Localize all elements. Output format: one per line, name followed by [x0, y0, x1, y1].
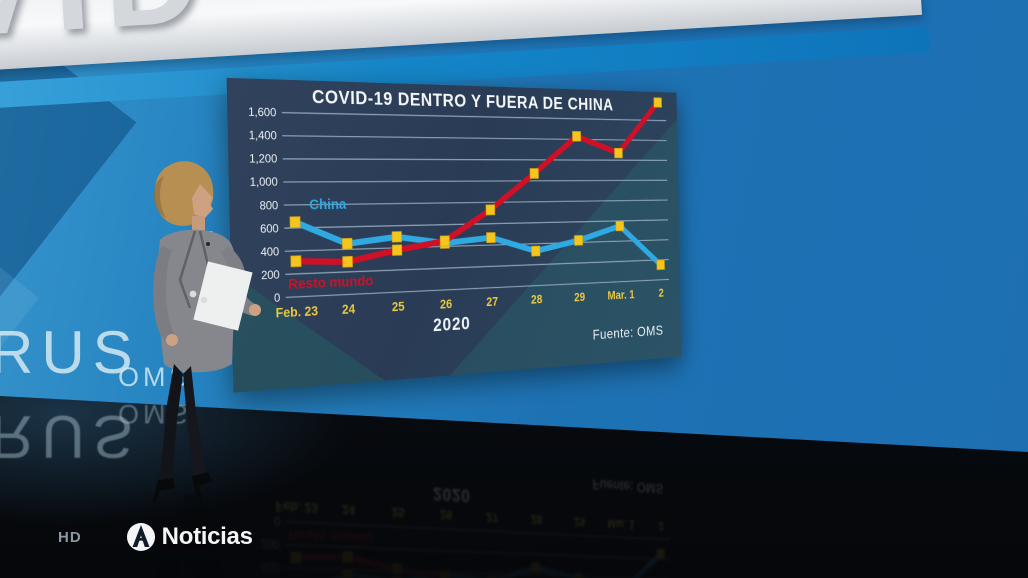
y-tick-label: 1,000: [250, 176, 279, 189]
x-tick-label: 25: [392, 299, 405, 314]
data-marker: [616, 221, 624, 231]
y-tick-label: 400: [260, 560, 279, 574]
x-tick-label: 25: [392, 505, 405, 520]
x-tick-label: Mar. 1: [607, 288, 634, 303]
x-tick-label: Mar. 1: [607, 517, 634, 532]
data-marker: [291, 552, 301, 563]
presenter-pants: [159, 364, 183, 480]
x-tick-label: 29: [574, 290, 585, 304]
presenter-face: [192, 184, 213, 218]
data-marker: [291, 256, 301, 267]
x-tick-label: 26: [440, 508, 452, 523]
wall-word-large: RUS: [0, 319, 141, 386]
x-tick-label: 2: [659, 286, 664, 299]
data-marker: [657, 260, 665, 270]
x-tick-label: Feb. 23: [276, 303, 319, 320]
x-tick-label: 24: [342, 302, 356, 317]
series-label-resto-mundo: Resto mundo: [288, 274, 373, 293]
data-marker: [392, 232, 402, 243]
grid-line: [283, 159, 667, 161]
series-label-china: China: [309, 197, 347, 213]
data-marker: [290, 217, 300, 228]
x-tick-label: 28: [531, 292, 543, 306]
grid-line: [283, 180, 667, 182]
data-marker: [342, 238, 352, 249]
news-presenter: [116, 158, 261, 506]
presenter-hair-shade: [153, 176, 166, 218]
channel-bug: HD Noticias: [58, 522, 253, 552]
hd-badge: HD: [58, 528, 82, 546]
presenter-heel-left: [153, 478, 175, 502]
data-marker: [574, 235, 582, 245]
x-tick-label: 24: [342, 502, 356, 517]
x-tick-label: 29: [574, 515, 585, 529]
data-marker: [486, 205, 495, 215]
y-tick-label: 400: [260, 245, 279, 259]
brand-wordmark: Noticias: [161, 523, 253, 550]
data-marker: [343, 256, 353, 267]
data-marker: [531, 246, 540, 256]
x-tick-label: 2: [659, 520, 664, 533]
data-marker: [343, 552, 353, 563]
y-tick-label: 1,400: [249, 129, 278, 142]
grid-line: [282, 136, 666, 141]
x-tick-label: 27: [486, 294, 498, 308]
x-tick-label: 27: [486, 510, 498, 524]
chart-board: 1,600 1,400 1,200 1,000 800 600 400 200 0 Feb. 23…: [226, 77, 682, 393]
backdrop-big-letters: VID: [0, 0, 217, 66]
data-marker: [572, 131, 580, 141]
presenter-hand: [249, 304, 261, 316]
antena3-a-icon: [126, 523, 155, 551]
y-tick-label: 600: [260, 222, 279, 235]
data-marker: [440, 236, 449, 246]
x-tick-label: Feb. 23: [276, 498, 319, 515]
presenter-notes-paper: [193, 261, 253, 331]
data-marker: [531, 563, 540, 573]
y-tick-label: 1,600: [248, 106, 277, 120]
y-tick-label: 0: [274, 292, 281, 305]
y-tick-label: 0: [274, 514, 281, 527]
x-tick-label: 28: [531, 513, 543, 527]
data-marker: [614, 148, 622, 158]
presenter-heel-right: [192, 472, 212, 500]
series-label-resto-mundo: Resto mundo: [288, 526, 373, 545]
y-tick-label: 200: [261, 268, 280, 282]
data-marker: [392, 245, 402, 256]
data-marker: [530, 169, 539, 179]
data-marker: [487, 233, 496, 243]
y-tick-label: 200: [261, 537, 280, 551]
data-marker: [657, 549, 665, 559]
data-marker: [574, 574, 582, 578]
presenter-figure: [153, 161, 261, 502]
data-marker: [392, 564, 402, 575]
x-tick-label: 26: [440, 297, 452, 312]
presenter-hand-left: [166, 334, 178, 346]
y-tick-label: 800: [259, 199, 278, 212]
data-marker: [440, 573, 449, 578]
y-tick-label: 1,200: [249, 153, 278, 166]
data-marker: [342, 570, 352, 578]
